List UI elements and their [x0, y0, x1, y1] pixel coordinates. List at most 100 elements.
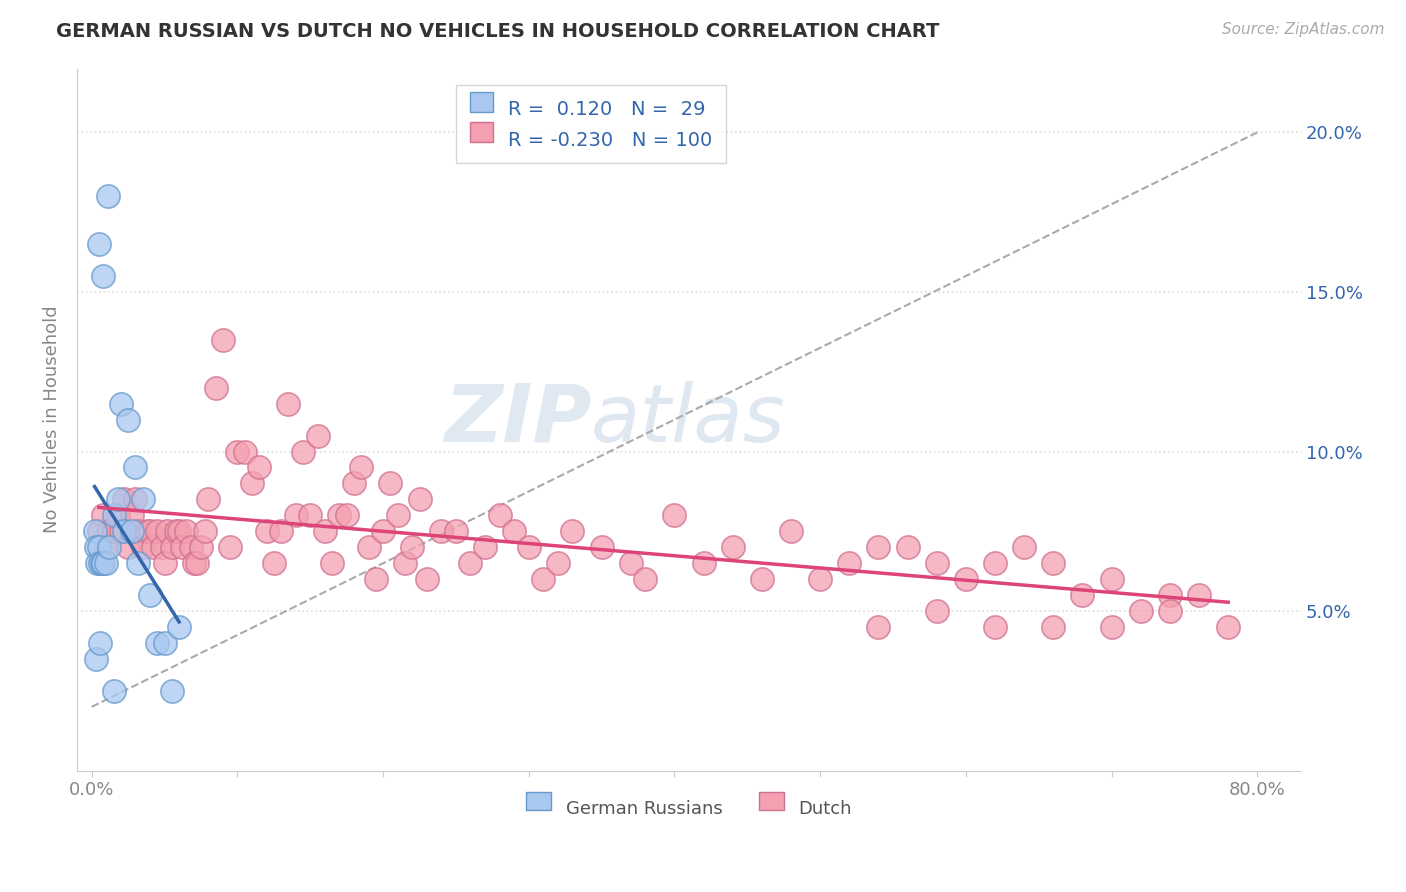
Point	[547, 556, 569, 570]
Point	[107, 492, 129, 507]
Point	[211, 333, 233, 347]
Point	[1042, 620, 1064, 634]
Point	[1218, 620, 1240, 634]
Point	[1071, 588, 1094, 602]
Point	[131, 541, 153, 555]
Point	[167, 620, 190, 634]
Point	[204, 381, 226, 395]
Point	[186, 556, 208, 570]
Point	[89, 636, 111, 650]
Point	[91, 508, 114, 523]
Point	[84, 652, 107, 666]
Point	[328, 508, 350, 523]
Point	[357, 541, 380, 555]
Point	[1159, 604, 1181, 618]
Point	[1129, 604, 1152, 618]
Point	[97, 189, 120, 203]
Point	[955, 572, 977, 586]
Point	[226, 444, 249, 458]
Point	[291, 444, 314, 458]
Point	[984, 620, 1007, 634]
Point	[256, 524, 278, 539]
Point	[1188, 588, 1211, 602]
Point	[146, 524, 169, 539]
Point	[430, 524, 453, 539]
Point	[270, 524, 292, 539]
Text: atlas: atlas	[591, 381, 786, 458]
Point	[751, 572, 773, 586]
Point	[416, 572, 439, 586]
Point	[150, 541, 173, 555]
Point	[112, 492, 135, 507]
Point	[460, 556, 482, 570]
Point	[925, 556, 948, 570]
Point	[110, 397, 132, 411]
Point	[103, 524, 125, 539]
Point	[444, 524, 467, 539]
Point	[146, 636, 169, 650]
Point	[136, 524, 159, 539]
Point	[531, 572, 554, 586]
Point	[721, 541, 744, 555]
Point	[87, 524, 110, 539]
Point	[170, 541, 193, 555]
Point	[1101, 620, 1123, 634]
Point	[107, 508, 129, 523]
Point	[321, 556, 343, 570]
Point	[263, 556, 285, 570]
Point	[127, 524, 149, 539]
Point	[1159, 588, 1181, 602]
Point	[167, 524, 190, 539]
Point	[165, 524, 187, 539]
Point	[121, 524, 143, 539]
Point	[371, 524, 394, 539]
Point	[194, 524, 217, 539]
Point	[343, 476, 366, 491]
Point	[240, 476, 263, 491]
Point	[277, 397, 299, 411]
Point	[247, 460, 270, 475]
Point	[124, 492, 146, 507]
Point	[86, 556, 108, 570]
Point	[156, 524, 179, 539]
Point	[139, 524, 162, 539]
Point	[83, 524, 105, 539]
Point	[103, 508, 125, 523]
Point	[474, 541, 496, 555]
Point	[364, 572, 387, 586]
Point	[1101, 572, 1123, 586]
Text: Source: ZipAtlas.com: Source: ZipAtlas.com	[1222, 22, 1385, 37]
Point	[183, 556, 205, 570]
Point	[91, 556, 114, 570]
Point	[176, 524, 198, 539]
Point	[121, 508, 143, 523]
Point	[984, 556, 1007, 570]
Point	[408, 492, 430, 507]
Point	[387, 508, 409, 523]
Point	[84, 541, 107, 555]
Point	[98, 524, 121, 539]
Point	[127, 556, 149, 570]
Text: ZIP: ZIP	[444, 381, 591, 458]
Point	[307, 428, 329, 442]
Point	[561, 524, 583, 539]
Point	[591, 541, 613, 555]
Point	[517, 541, 540, 555]
Point	[233, 444, 256, 458]
Point	[838, 556, 860, 570]
Point	[112, 524, 135, 539]
Point	[925, 604, 948, 618]
Point	[401, 541, 423, 555]
Point	[634, 572, 657, 586]
Point	[98, 541, 121, 555]
Point	[153, 636, 176, 650]
Point	[620, 556, 643, 570]
Point	[692, 556, 714, 570]
Point	[110, 524, 132, 539]
Point	[299, 508, 322, 523]
Point	[180, 541, 202, 555]
Point	[350, 460, 373, 475]
Point	[87, 541, 110, 555]
Point	[868, 620, 890, 634]
Point	[117, 412, 139, 426]
